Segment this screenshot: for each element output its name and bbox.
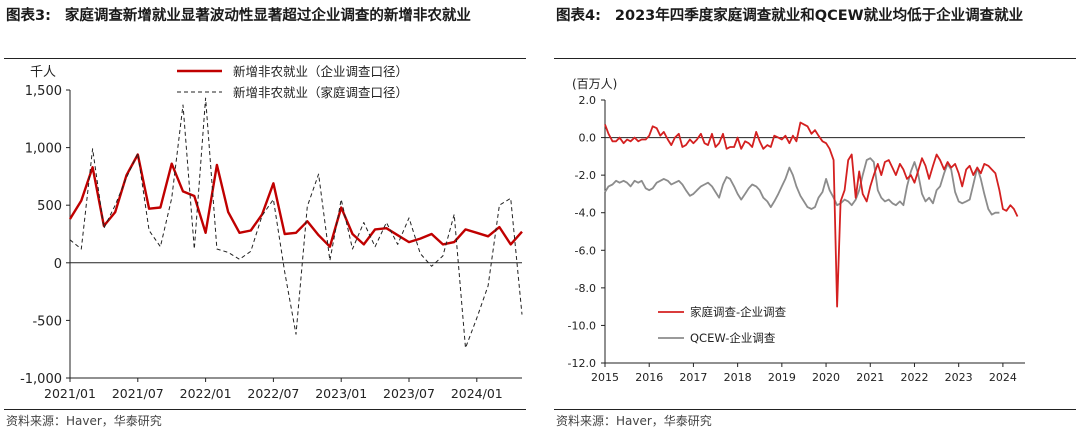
x-tick-label: 2024/01 — [451, 386, 503, 401]
y-tick-label: 0 — [54, 257, 62, 272]
y-tick-label: -12.0 — [568, 357, 596, 370]
x-tick-label: 2015 — [591, 371, 619, 384]
y-axis-unit-label: 千人 — [30, 65, 56, 80]
title-divider — [554, 58, 1076, 59]
series-line-1 — [68, 153, 523, 248]
x-tick-label: 2021/07 — [112, 386, 164, 401]
chart-title: 图表3: 家庭调查新增就业显著波动性显著超过企业调查的新增非农就业 — [6, 4, 526, 29]
y-tick-label: -500 — [32, 314, 62, 329]
legend-label: 家庭调查-企业调查 — [690, 305, 787, 319]
legend-label: 新增非农就业（企业调查口径） — [233, 64, 408, 79]
chart-svg-right: (百万人)2.00.0-2.0-4.0-6.0-8.0-10.0-12.0201… — [568, 77, 1025, 384]
chart-panel-right: 图表4: 2023年四季度家庭调查就业和QCEW就业均低于企业调查就业 (百万人)… — [550, 0, 1080, 446]
x-tick-label: 2019 — [768, 371, 796, 384]
x-tick-label: 2024 — [989, 371, 1017, 384]
y-axis-unit-label: (百万人) — [572, 77, 617, 91]
source-note: 资料来源：Haver，华泰研究 — [6, 414, 162, 428]
y-tick-label: -2.0 — [575, 169, 596, 182]
y-tick-label: 0.0 — [579, 132, 597, 145]
figure-label: 图表4: — [556, 8, 601, 24]
y-tick-label: -1,000 — [20, 372, 62, 387]
chart-title-text: 2023年四季度家庭调查就业和QCEW就业均低于企业调查就业 — [614, 8, 1024, 24]
y-tick-label: 2.0 — [579, 94, 597, 107]
x-tick-label: 2023 — [945, 371, 973, 384]
x-tick-label: 2021/01 — [44, 386, 96, 401]
source-divider — [4, 409, 526, 410]
x-tick-label: 2023/01 — [315, 386, 367, 401]
legend-label: QCEW-企业调查 — [690, 331, 776, 345]
x-tick-label: 2022/01 — [180, 386, 232, 401]
x-tick-label: 2016 — [635, 371, 663, 384]
series-line-1 — [604, 121, 1019, 308]
y-tick-label: -6.0 — [575, 244, 596, 257]
y-tick-label: 500 — [37, 199, 62, 214]
chart-panel-left: 图表3: 家庭调查新增就业显著波动性显著超过企业调查的新增非农就业 千人 -1,00… — [0, 0, 530, 446]
legend-label: 新增非农就业（家庭调查口径） — [233, 85, 408, 100]
y-tick-label: 1,000 — [25, 142, 62, 157]
chart-title-text: 家庭调查新增就业显著波动性显著超过企业调查的新增非农就业 — [64, 8, 471, 24]
chart-title: 图表4: 2023年四季度家庭调查就业和QCEW就业均低于企业调查就业 — [556, 4, 1076, 29]
series-line-2 — [604, 157, 1000, 216]
chart-svg-left: 千人 -1,000 -500 0 500 1,000 1,500 2021/01 2021/07… — [20, 64, 523, 401]
y-tick-label: -8.0 — [575, 282, 596, 295]
y-tick-label: -10.0 — [568, 319, 596, 332]
x-tick-label: 2021 — [856, 371, 884, 384]
x-tick-label: 2022/07 — [247, 386, 299, 401]
figure-label: 图表3: — [6, 8, 51, 24]
x-tick-label: 2023/07 — [383, 386, 435, 401]
title-divider — [4, 58, 526, 59]
source-note: 资料来源：Haver，华泰研究 — [556, 414, 712, 428]
x-tick-label: 2020 — [812, 371, 840, 384]
y-tick-label: -4.0 — [575, 207, 596, 220]
x-tick-label: 2017 — [679, 371, 707, 384]
series-line-2 — [69, 97, 523, 349]
x-tick-label: 2018 — [724, 371, 752, 384]
y-tick-label: 1,500 — [25, 84, 62, 99]
source-divider — [554, 409, 1076, 410]
x-tick-label: 2022 — [900, 371, 928, 384]
